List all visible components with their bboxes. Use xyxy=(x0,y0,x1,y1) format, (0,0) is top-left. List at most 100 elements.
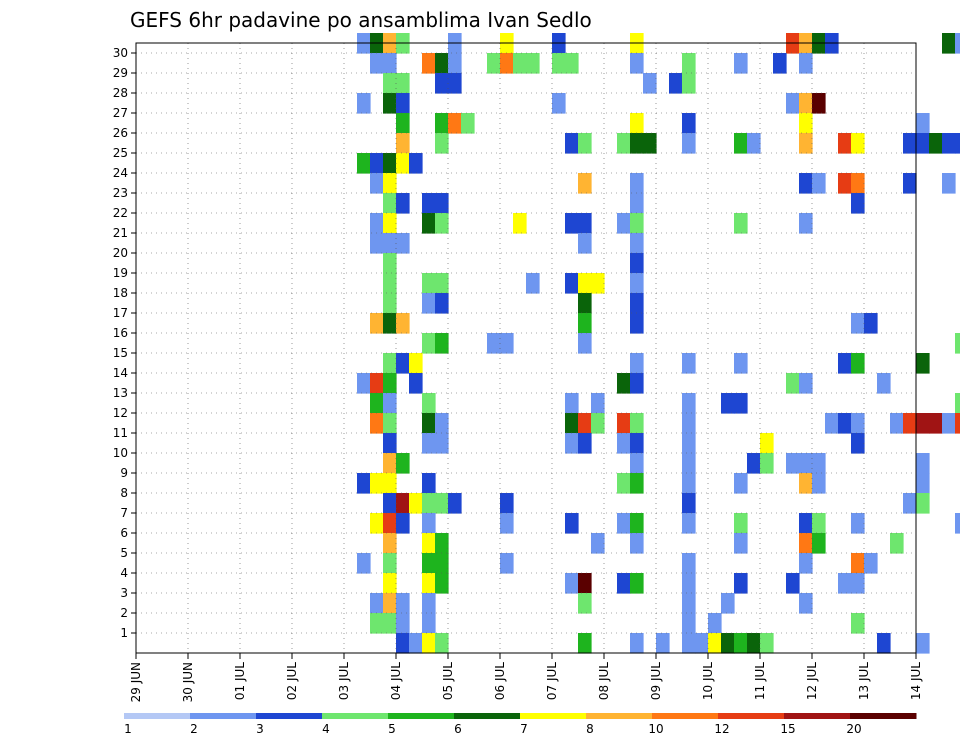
colorbar-tick-label: 10 xyxy=(648,722,663,736)
heatmap-cell xyxy=(747,133,761,154)
heatmap-cell xyxy=(734,513,748,534)
y-tick-label: 29 xyxy=(113,66,128,80)
heatmap-cell xyxy=(812,473,826,494)
heatmap-cell xyxy=(617,413,631,434)
heatmap-cell xyxy=(617,473,631,494)
x-tick-label: 05 JUL xyxy=(441,662,455,700)
x-tick-label: 08 JUL xyxy=(597,662,611,700)
heatmap-cell xyxy=(565,53,579,74)
y-tick-label: 22 xyxy=(113,206,128,220)
heatmap-cell xyxy=(695,633,709,654)
heatmap-cell xyxy=(383,293,397,314)
heatmap-cell xyxy=(630,193,644,214)
y-tick-label: 20 xyxy=(113,246,128,260)
heatmap-cell xyxy=(630,233,644,254)
heatmap-cell xyxy=(435,193,449,214)
heatmap-cell xyxy=(812,533,826,554)
heatmap-cell xyxy=(500,553,514,574)
colorbar-swatch xyxy=(850,713,917,719)
heatmap-cell xyxy=(565,513,579,534)
heatmap-cell xyxy=(435,53,449,74)
heatmap-cell xyxy=(370,413,384,434)
colorbar-swatch xyxy=(124,713,191,719)
y-tick-label: 13 xyxy=(113,386,128,400)
colorbar-tick-label: 8 xyxy=(586,722,594,736)
heatmap-cell xyxy=(422,393,436,414)
heatmap-cell xyxy=(526,273,540,294)
heatmap-cell xyxy=(422,593,436,614)
heatmap-cell xyxy=(422,53,436,74)
heatmap-cell xyxy=(383,313,397,334)
heatmap-cell xyxy=(851,353,865,374)
heatmap-cell xyxy=(851,553,865,574)
heatmap-cell xyxy=(370,593,384,614)
heatmap-cell xyxy=(903,493,917,514)
heatmap-cell xyxy=(630,213,644,234)
heatmap-cell xyxy=(500,493,514,514)
heatmap-cell xyxy=(630,273,644,294)
heatmap-cell xyxy=(591,273,605,294)
heatmap-cell xyxy=(383,193,397,214)
colorbar-tick-label: 1 xyxy=(124,722,132,736)
heatmap-cell xyxy=(942,413,956,434)
heatmap-cell xyxy=(760,453,774,474)
heatmap-cell xyxy=(721,593,735,614)
y-tick-label: 17 xyxy=(113,306,128,320)
heatmap-cell xyxy=(851,613,865,634)
heatmap-cell xyxy=(383,453,397,474)
y-tick-label: 10 xyxy=(113,446,128,460)
heatmap-cell xyxy=(435,213,449,234)
x-tick-label: 13 JUL xyxy=(857,662,871,700)
heatmap-cell xyxy=(435,73,449,94)
heatmap-cell xyxy=(682,53,696,74)
heatmap-cell xyxy=(955,133,960,154)
colorbar-tick-label: 6 xyxy=(454,722,462,736)
heatmap-cell xyxy=(565,273,579,294)
heatmap-cell xyxy=(383,393,397,414)
heatmap-cell xyxy=(786,373,800,394)
heatmap-cell xyxy=(591,413,605,434)
chart-title: GEFS 6hr padavine po ansamblima Ivan Sed… xyxy=(130,8,592,32)
heatmap-cell xyxy=(383,493,397,514)
heatmap-cell xyxy=(578,273,592,294)
heatmap-cell xyxy=(357,473,371,494)
heatmap-cell xyxy=(929,413,943,434)
heatmap-cell xyxy=(383,73,397,94)
heatmap-cell xyxy=(396,453,410,474)
colorbar-swatch xyxy=(652,713,719,719)
heatmap-cell xyxy=(864,553,878,574)
heatmap-cell xyxy=(955,33,960,54)
heatmap-cell xyxy=(383,413,397,434)
heatmap-cell xyxy=(448,53,462,74)
heatmap-cell xyxy=(383,593,397,614)
heatmap-cell xyxy=(435,533,449,554)
x-tick-label: 06 JUL xyxy=(493,662,507,700)
heatmap-cell xyxy=(903,173,917,194)
colorbar-tick-label: 15 xyxy=(780,722,795,736)
heatmap-cell xyxy=(799,113,813,134)
heatmap-cell xyxy=(396,133,410,154)
y-tick-label: 18 xyxy=(113,286,128,300)
y-tick-label: 21 xyxy=(113,226,128,240)
heatmap-cell xyxy=(500,333,514,354)
colorbar-tick-label: 20 xyxy=(846,722,861,736)
heatmap-cell xyxy=(435,633,449,654)
heatmap-cell xyxy=(435,133,449,154)
heatmap-cell xyxy=(630,353,644,374)
colorbar-tick-label: 3 xyxy=(256,722,264,736)
heatmap-cell xyxy=(383,373,397,394)
heatmap-cell xyxy=(422,413,436,434)
heatmap-cell xyxy=(370,393,384,414)
y-tick-label: 5 xyxy=(120,546,128,560)
x-tick-label: 14 JUL xyxy=(909,662,923,700)
heatmap-cell xyxy=(383,473,397,494)
colorbar-tick-label: 5 xyxy=(388,722,396,736)
x-tick-label: 09 JUL xyxy=(649,662,663,700)
x-axis: 29 JUN 30 JUN 01 JUL 02 JUL 03 JUL 04 JUL 05 J… xyxy=(129,653,923,702)
heatmap-cell xyxy=(578,593,592,614)
y-tick-label: 19 xyxy=(113,266,128,280)
heatmap-cell xyxy=(734,393,748,414)
plot-frame xyxy=(135,42,917,654)
heatmap-cell xyxy=(630,293,644,314)
heatmap-cell xyxy=(630,453,644,474)
